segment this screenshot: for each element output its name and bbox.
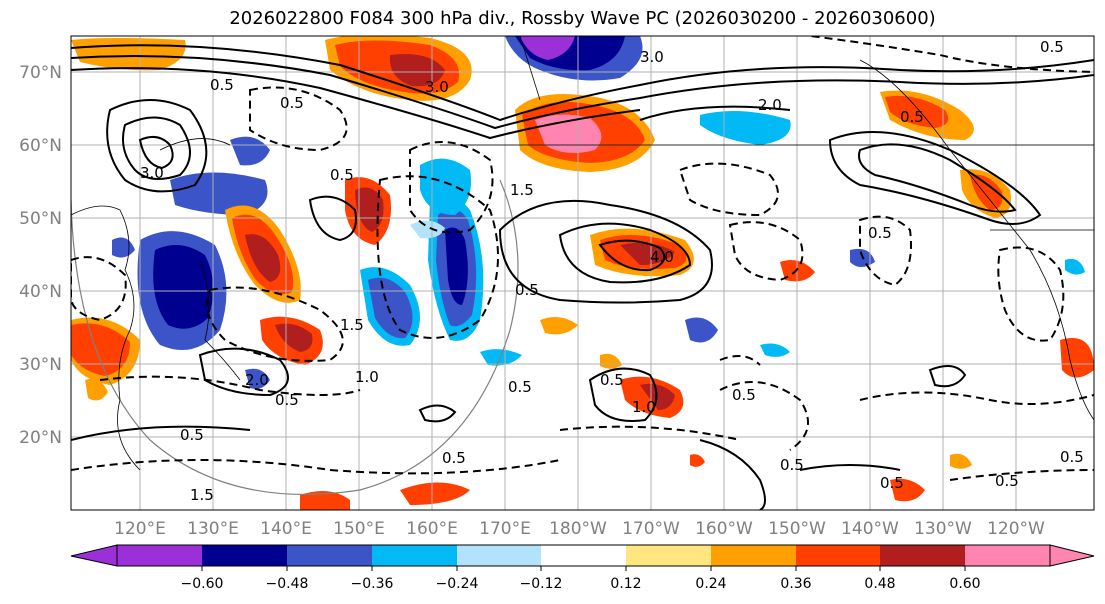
- contour-label: 3.0: [140, 164, 164, 182]
- contour-label: 0.5: [600, 371, 624, 389]
- longitude-labels: 120°E 130°E 140°E 150°E 160°E 170°E 180°…: [114, 519, 1045, 539]
- contour-label: 0.5: [442, 449, 466, 467]
- contour-label: 0.5: [508, 378, 532, 396]
- lat-label-30n: 30°N: [19, 355, 62, 375]
- lon-label: 170°E: [479, 519, 531, 539]
- contour-label: 0.5: [515, 281, 539, 299]
- colorbar-tick-label: 0.24: [695, 576, 726, 592]
- colorbar-tick-label: −0.12: [520, 576, 563, 592]
- contour-label: 0.5: [900, 108, 924, 126]
- colorbar-tick-label: −0.60: [181, 576, 224, 592]
- lat-label-70n: 70°N: [19, 63, 62, 83]
- lon-label: 130°E: [187, 519, 239, 539]
- contour-label: 1.0: [632, 398, 656, 416]
- contour-label: 0.5: [1060, 448, 1084, 466]
- colorbar: −0.60 −0.48 −0.36 −0.24 −0.12 0.12 0.24 …: [70, 544, 1095, 592]
- graticule: [71, 36, 1094, 510]
- contour-label: 0.5: [210, 76, 234, 94]
- colorbar-extend-min: [70, 544, 118, 567]
- colorbar-tick-label: 0.48: [864, 576, 895, 592]
- contour-label: 1.5: [340, 316, 364, 334]
- divergence-shading: [71, 36, 1094, 510]
- colorbar-extend-max: [1049, 544, 1095, 567]
- contour-label: 0.5: [330, 166, 354, 184]
- contour-label: 3.0: [425, 78, 449, 96]
- coastlines: [71, 36, 1094, 471]
- contour-label: 0.5: [780, 456, 804, 474]
- great-circle-arc: [71, 179, 519, 495]
- lon-label: 180°W: [549, 519, 607, 539]
- colorbar-tick-label: −0.36: [351, 576, 394, 592]
- lon-label: 140°W: [841, 519, 899, 539]
- contour-label: 0.5: [280, 94, 304, 112]
- colorbar-segment: [541, 545, 626, 566]
- colorbar-segment: [880, 545, 965, 566]
- contour-label: 4.0: [650, 248, 674, 266]
- lat-label-60n: 60°N: [19, 136, 62, 156]
- lon-label: 160°E: [406, 519, 458, 539]
- lon-label: 170°W: [622, 519, 680, 539]
- colorbar-segment: [711, 545, 796, 566]
- lon-label: 130°W: [914, 519, 972, 539]
- colorbar-segment: [287, 545, 372, 566]
- lon-label: 150°W: [768, 519, 826, 539]
- contour-label: 0.5: [275, 391, 299, 409]
- colorbar-tick-label: 0.60: [949, 576, 980, 592]
- contour-label: 2.0: [758, 96, 782, 114]
- lat-label-40n: 40°N: [19, 282, 62, 302]
- chart-title: 2026022800 F084 300 hPa div., Rossby Wav…: [229, 8, 936, 29]
- lon-label: 120°E: [114, 519, 166, 539]
- colorbar-segment: [626, 545, 711, 566]
- lon-label: 160°W: [695, 519, 753, 539]
- positive-contours: [71, 44, 1094, 510]
- contour-label: 0.5: [732, 386, 756, 404]
- contour-label: 1.0: [355, 368, 379, 386]
- lon-label: 150°E: [333, 519, 385, 539]
- contour-label: 0.5: [995, 472, 1019, 490]
- colorbar-segment: [372, 545, 457, 566]
- contour-label: 2.0: [245, 371, 269, 389]
- lon-label: 140°E: [260, 519, 312, 539]
- contour-label: 0.5: [1040, 38, 1064, 56]
- contour-label: 3.0: [640, 48, 664, 66]
- colorbar-segment: [457, 545, 541, 566]
- latitude-labels: 70°N 60°N 50°N 40°N 30°N 20°N: [19, 63, 62, 448]
- lat-label-20n: 20°N: [19, 428, 62, 448]
- colorbar-segment: [202, 545, 287, 566]
- map-frame: [70, 35, 1095, 511]
- colorbar-segment: [796, 545, 880, 566]
- colorbar-segment: [965, 545, 1050, 566]
- contour-label: 1.5: [510, 181, 534, 199]
- colorbar-tick-label: −0.24: [436, 576, 479, 592]
- colorbar-tick-label: 0.36: [780, 576, 811, 592]
- contour-label: 0.5: [880, 474, 904, 492]
- contour-label: 0.5: [868, 224, 892, 242]
- colorbar-tick-label: 0.12: [610, 576, 641, 592]
- lon-label: 120°W: [987, 519, 1045, 539]
- contour-label: 0.5: [180, 426, 204, 444]
- colorbar-tick-label: −0.48: [266, 576, 309, 592]
- lat-label-50n: 50°N: [19, 209, 62, 229]
- contour-labels: 0.5 0.5 3.0 3.0 3.0 2.0 0.5 0.5 0.5 0.5 …: [140, 38, 1084, 504]
- colorbar-segment: [117, 545, 202, 566]
- contour-label: 1.5: [190, 486, 214, 504]
